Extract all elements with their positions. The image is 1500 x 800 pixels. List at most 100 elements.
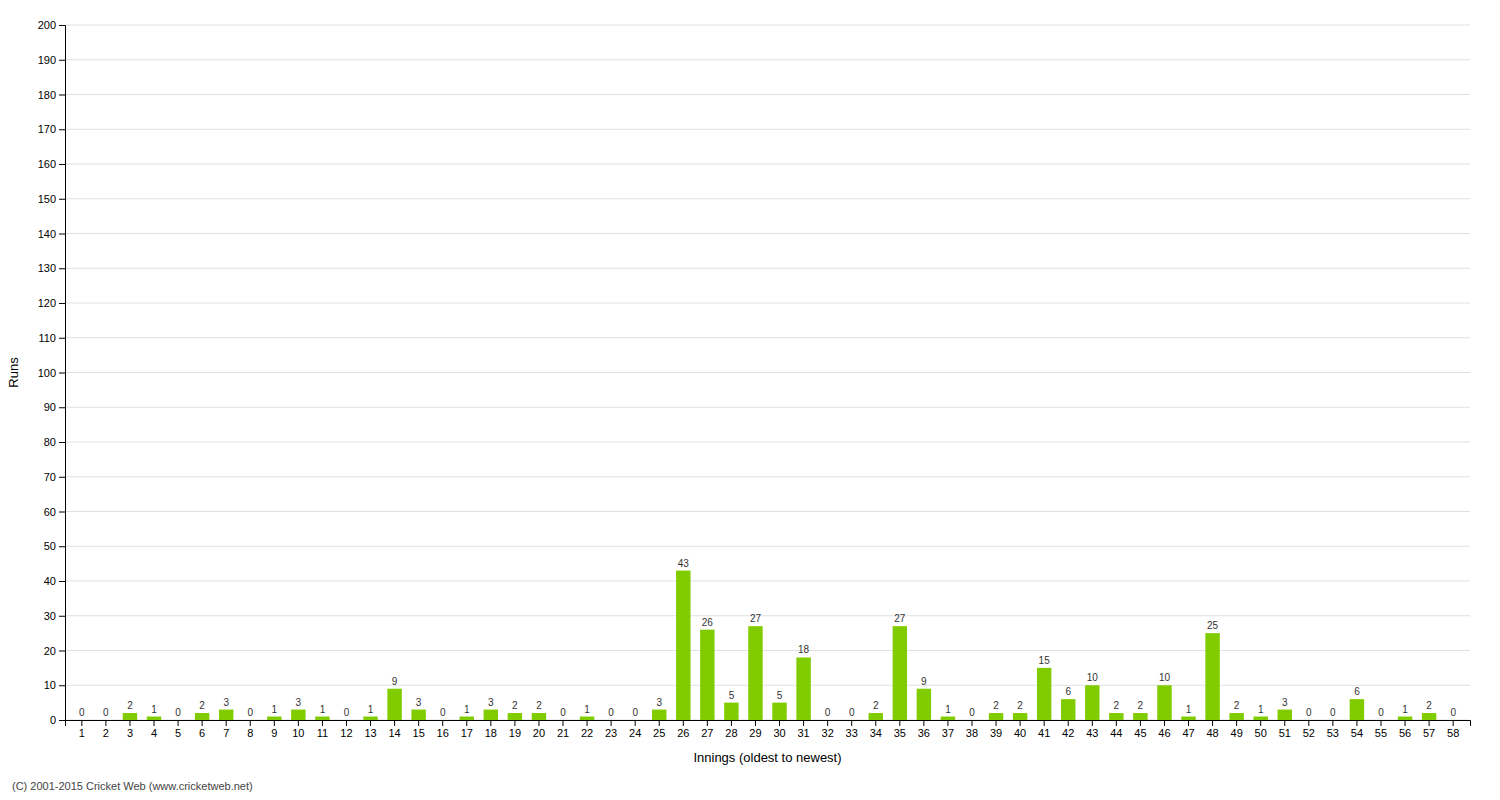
- y-tick: 0: [50, 714, 65, 726]
- x-tick-label: 31: [797, 727, 809, 739]
- data-label: 0: [825, 707, 831, 718]
- data-label: 3: [416, 697, 422, 708]
- x-tick-mark: [1188, 720, 1189, 726]
- y-tick-mark: [59, 373, 65, 374]
- data-label: 9: [392, 676, 398, 687]
- y-tick: 140: [38, 228, 65, 240]
- x-tick-label: 41: [1038, 727, 1050, 739]
- y-tick: 160: [38, 158, 65, 170]
- plot: 0102030405060708090100110120130140150160…: [38, 19, 1471, 739]
- x-tick: 6: [199, 720, 205, 739]
- y-tick-label: 80: [44, 436, 56, 448]
- grid-line: [65, 581, 1470, 582]
- bar: [435, 720, 449, 721]
- x-tick-mark: [875, 720, 876, 726]
- bar: [820, 720, 834, 721]
- data-label: 1: [151, 704, 157, 715]
- bar: [604, 720, 618, 721]
- x-tick-mark: [1356, 720, 1357, 726]
- x-tick: 21: [557, 720, 569, 739]
- data-label: 2: [512, 700, 518, 711]
- x-tick-mark: [803, 720, 804, 726]
- x-tick-mark: [226, 720, 227, 726]
- x-tick: 38: [966, 720, 978, 739]
- data-label: 2: [993, 700, 999, 711]
- data-label: 1: [945, 704, 951, 715]
- grid-line: [65, 129, 1470, 130]
- x-tick-mark: [755, 720, 756, 726]
- y-tick-label: 40: [44, 575, 56, 587]
- bar: [869, 713, 883, 720]
- x-tick-label: 49: [1231, 727, 1243, 739]
- x-tick-mark: [1284, 720, 1285, 726]
- bar: [75, 720, 89, 721]
- grid: [65, 25, 1470, 720]
- y-axis: 0102030405060708090100110120130140150160…: [38, 19, 66, 726]
- x-tick-label: 23: [605, 727, 617, 739]
- x-tick-mark: [1068, 720, 1069, 726]
- x-tick-mark: [298, 720, 299, 726]
- x-tick: 49: [1231, 720, 1243, 739]
- y-tick-mark: [59, 581, 65, 582]
- x-tick-mark: [346, 720, 347, 726]
- bar: [267, 717, 281, 720]
- data-label: 2: [1426, 700, 1432, 711]
- grid-line: [65, 442, 1470, 443]
- data-label: 1: [584, 704, 590, 715]
- x-tick-mark: [1116, 720, 1117, 726]
- x-tick-label: 54: [1351, 727, 1363, 739]
- bar: [965, 720, 979, 721]
- x-tick: 35: [894, 720, 906, 739]
- x-tick-mark: [250, 720, 251, 726]
- y-tick-mark: [59, 720, 65, 721]
- y-tick-label: 60: [44, 506, 56, 518]
- x-tick: 57: [1423, 720, 1435, 739]
- grid-line: [65, 164, 1470, 165]
- y-tick-label: 170: [38, 123, 56, 135]
- data-label: 5: [729, 690, 735, 701]
- x-tick-label: 6: [199, 727, 205, 739]
- bar: [893, 626, 907, 720]
- grid-line: [65, 546, 1470, 547]
- y-tick-mark: [59, 685, 65, 686]
- x-tick-mark: [731, 720, 732, 726]
- y-tick: 90: [44, 401, 65, 413]
- x-tick: 51: [1279, 720, 1291, 739]
- data-label: 0: [560, 707, 566, 718]
- bar: [1229, 713, 1243, 720]
- x-tick-mark: [81, 720, 82, 726]
- x-tick-label: 7: [223, 727, 229, 739]
- x-tick-mark: [105, 720, 106, 726]
- y-tick-mark: [59, 477, 65, 478]
- bar: [1326, 720, 1340, 721]
- x-tick: 45: [1134, 720, 1146, 739]
- bars: [123, 571, 1437, 720]
- x-tick-label: 35: [894, 727, 906, 739]
- x-tick-mark: [923, 720, 924, 726]
- data-label: 0: [175, 707, 181, 718]
- x-tick: 9: [271, 720, 277, 739]
- x-tick: 18: [485, 720, 497, 739]
- data-label: 1: [368, 704, 374, 715]
- data-label: 3: [223, 697, 229, 708]
- x-tick-label: 5: [175, 727, 181, 739]
- data-label: 2: [1234, 700, 1240, 711]
- x-tick-label: 40: [1014, 727, 1026, 739]
- bar: [1398, 717, 1412, 720]
- x-tick: 16: [437, 720, 449, 739]
- x-tick-label: 33: [846, 727, 858, 739]
- y-tick-mark: [59, 651, 65, 652]
- bar: [796, 657, 810, 720]
- x-tick: 15: [413, 720, 425, 739]
- x-tick-mark: [466, 720, 467, 726]
- y-axis-line: [59, 26, 66, 721]
- x-tick: 41: [1038, 720, 1050, 739]
- bar: [941, 717, 955, 720]
- y-tick-label: 50: [44, 540, 56, 552]
- x-tick: 12: [340, 720, 352, 739]
- bar: [556, 720, 570, 721]
- x-tick-mark: [274, 720, 275, 726]
- data-label: 0: [103, 707, 109, 718]
- bar: [243, 720, 257, 721]
- data-label: 10: [1087, 672, 1099, 683]
